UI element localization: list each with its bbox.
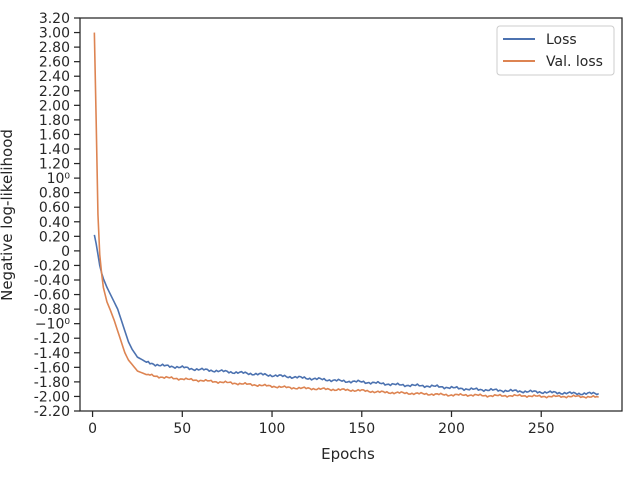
series-layer: [93, 32, 600, 399]
y-tick-label-14: 0.40: [39, 215, 70, 231]
plot-area: [79, 17, 623, 412]
x-tick-label-5: 250: [528, 421, 555, 437]
x-axis: 0 50 100 150 200 250: [88, 411, 555, 437]
x-axis-label: Epochs: [321, 445, 375, 463]
y-tick-label-26: -2.00: [34, 389, 70, 405]
y-axis-label: Negative log-likelihood: [0, 129, 16, 301]
y-tick-label-23: -1.40: [34, 346, 70, 362]
y-tick-label-6: 2.00: [39, 98, 70, 114]
y-tick-label-4: 2.40: [39, 69, 70, 85]
y-tick-label-17: -0.20: [34, 258, 70, 274]
axes-frame: [79, 17, 623, 412]
y-tick-label-18: -0.40: [34, 273, 70, 289]
y-tick-label-10: 1.20: [39, 157, 70, 173]
y-tick-label-2: 2.80: [39, 40, 70, 56]
y-tick-label-11: 10⁰: [47, 171, 71, 187]
x-tick-label-1: 50: [173, 421, 191, 437]
y-tick-label-0: 3.20: [39, 11, 70, 27]
y-tick-label-21: −10⁰: [35, 317, 71, 333]
series-line-loss: [93, 234, 600, 396]
y-tick-label-8: 1.60: [39, 127, 70, 143]
y-tick-label-15: 0.20: [39, 229, 70, 245]
y-tick-label-16: 0: [61, 244, 70, 260]
y-tick-label-20: -0.80: [34, 302, 70, 318]
y-tick-label-7: 1.80: [39, 113, 70, 129]
y-tick-label-1: 3.00: [39, 26, 70, 42]
y-tick-label-3: 2.60: [39, 55, 70, 71]
legend-label-loss: Loss: [546, 32, 577, 48]
x-tick-label-2: 100: [259, 421, 286, 437]
y-tick-label-5: 2.20: [39, 84, 70, 100]
y-tick-label-19: -0.60: [34, 288, 70, 304]
y-tick-label-24: -1.60: [34, 360, 70, 376]
y-tick-label-13: 0.60: [39, 200, 70, 216]
y-tick-label-22: -1.20: [34, 331, 70, 347]
y-axis: 3.203.002.802.602.402.202.001.801.601.40…: [34, 11, 80, 420]
y-tick-label-9: 1.40: [39, 142, 70, 158]
y-tick-label-12: 0.80: [39, 186, 70, 202]
y-tick-label-25: -1.80: [34, 375, 70, 391]
y-tick-label-27: -2.20: [34, 404, 70, 420]
x-tick-label-0: 0: [88, 421, 97, 437]
x-tick-label-4: 200: [438, 421, 465, 437]
series-line-val-loss: [93, 32, 599, 399]
x-tick-label-3: 150: [348, 421, 375, 437]
legend-label-val-loss: Val. loss: [546, 54, 603, 70]
legend: Loss Val. loss: [496, 25, 615, 76]
